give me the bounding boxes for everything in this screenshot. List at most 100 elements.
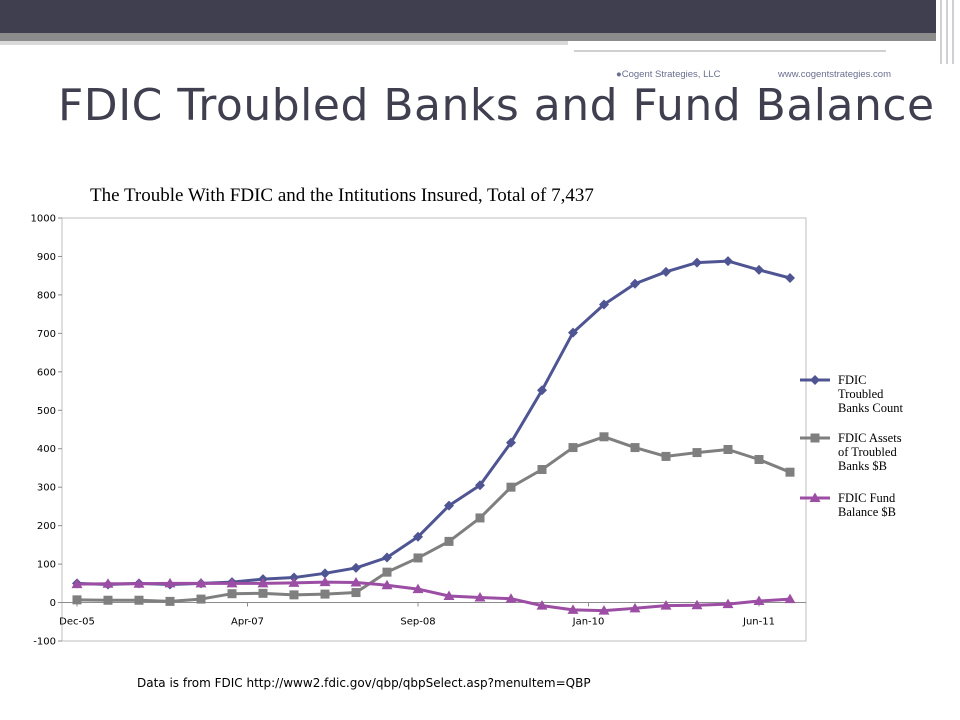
- legend-label: Banks $B: [838, 459, 887, 473]
- data-point: [289, 590, 299, 600]
- data-point: [691, 599, 703, 610]
- y-tick-label: 600: [37, 367, 56, 378]
- source-footnote: Data is from FDIC http://www2.fdic.gov/q…: [137, 676, 591, 690]
- data-point: [475, 513, 485, 523]
- page-title: FDIC Troubled Banks and Fund Balance: [58, 80, 935, 131]
- data-point: [629, 602, 641, 613]
- data-point: [288, 577, 300, 587]
- data-point: [257, 577, 269, 588]
- x-tick-label: Sep-08: [400, 617, 435, 628]
- y-tick-label: 100: [37, 560, 56, 571]
- data-point: [320, 568, 330, 579]
- data-point: [598, 605, 610, 615]
- legend-label: of Troubled: [838, 445, 897, 459]
- data-point: [72, 595, 82, 605]
- data-point: [784, 593, 796, 604]
- data-point: [785, 467, 795, 477]
- data-point: [165, 596, 175, 606]
- data-point: [351, 562, 361, 573]
- website-url: www.cogentstrategies.com: [778, 69, 891, 80]
- data-point: [474, 592, 486, 602]
- data-point: [412, 583, 424, 594]
- data-point: [753, 595, 765, 606]
- data-point: [103, 595, 113, 605]
- data-point: [722, 598, 734, 609]
- data-point: [350, 577, 362, 587]
- data-point: [382, 552, 392, 563]
- plot-area: [61, 217, 807, 642]
- header-stripe: [946, 0, 948, 64]
- data-point: [754, 264, 764, 275]
- series-line-2: [76, 435, 791, 603]
- legend-label: Balance $B: [838, 505, 896, 519]
- data-point: [133, 578, 145, 588]
- data-point: [227, 589, 237, 599]
- data-point: [567, 604, 579, 614]
- header-bar-grey: [0, 33, 936, 41]
- data-point: [506, 437, 516, 448]
- header-bar-dark: [0, 0, 936, 33]
- data-point: [475, 480, 485, 491]
- y-tick-label: 500: [37, 406, 56, 417]
- y-tick-label: 700: [37, 329, 56, 340]
- legend-label: FDIC Fund: [838, 491, 896, 505]
- y-tick-label: 1000: [31, 214, 56, 225]
- y-tick-label: 200: [37, 521, 56, 532]
- legend-label: Banks Count: [838, 401, 903, 415]
- data-point: [196, 594, 206, 604]
- data-point: [320, 589, 330, 599]
- data-point: [226, 577, 238, 588]
- data-point: [537, 464, 547, 474]
- legend-label: FDIC: [838, 373, 866, 387]
- data-point: [413, 531, 423, 542]
- data-point: [568, 327, 578, 338]
- y-tick-label: 900: [37, 252, 56, 263]
- data-point: [536, 600, 548, 610]
- x-tick-label: Jun-11: [742, 617, 775, 628]
- header-bar-light: [0, 41, 936, 45]
- series-line-1: [76, 259, 791, 586]
- legend-label: FDIC Assets: [838, 431, 902, 445]
- data-point: [661, 451, 671, 461]
- data-point: [71, 578, 83, 589]
- legend-marker: [810, 375, 820, 385]
- header-rule: [574, 50, 886, 52]
- data-point: [351, 588, 361, 598]
- data-point: [723, 256, 733, 267]
- data-point: [164, 577, 176, 588]
- y-tick-label: -100: [33, 637, 56, 648]
- data-point: [505, 593, 517, 603]
- legend-marker: [809, 492, 821, 502]
- company-name: ●Cogent Strategies, LLC: [616, 69, 721, 80]
- data-point: [506, 482, 516, 492]
- data-point: [195, 577, 207, 588]
- data-point: [630, 443, 640, 453]
- y-tick-label: 0: [50, 598, 56, 609]
- data-point: [754, 454, 764, 464]
- y-tick-label: 800: [37, 290, 56, 301]
- data-point: [599, 299, 609, 310]
- data-point: [444, 500, 454, 511]
- data-point: [661, 266, 671, 277]
- data-point: [537, 385, 547, 396]
- data-point: [382, 567, 392, 577]
- data-point: [692, 448, 702, 458]
- x-tick-label: Apr-07: [231, 617, 264, 628]
- data-point: [660, 600, 672, 610]
- data-point: [692, 257, 702, 268]
- legend-label: Troubled: [838, 387, 884, 401]
- data-point: [723, 444, 733, 454]
- header-stripe: [952, 0, 954, 64]
- data-point: [381, 579, 393, 590]
- data-point: [134, 595, 144, 605]
- data-point: [258, 588, 268, 598]
- x-tick-label: Dec-05: [59, 617, 95, 628]
- data-point: [599, 432, 609, 442]
- series-line-3: [76, 580, 791, 613]
- data-point: [319, 576, 331, 587]
- data-point: [444, 536, 454, 546]
- header-stripe: [940, 0, 942, 64]
- y-tick-label: 300: [37, 483, 56, 494]
- legend-marker: [810, 433, 820, 443]
